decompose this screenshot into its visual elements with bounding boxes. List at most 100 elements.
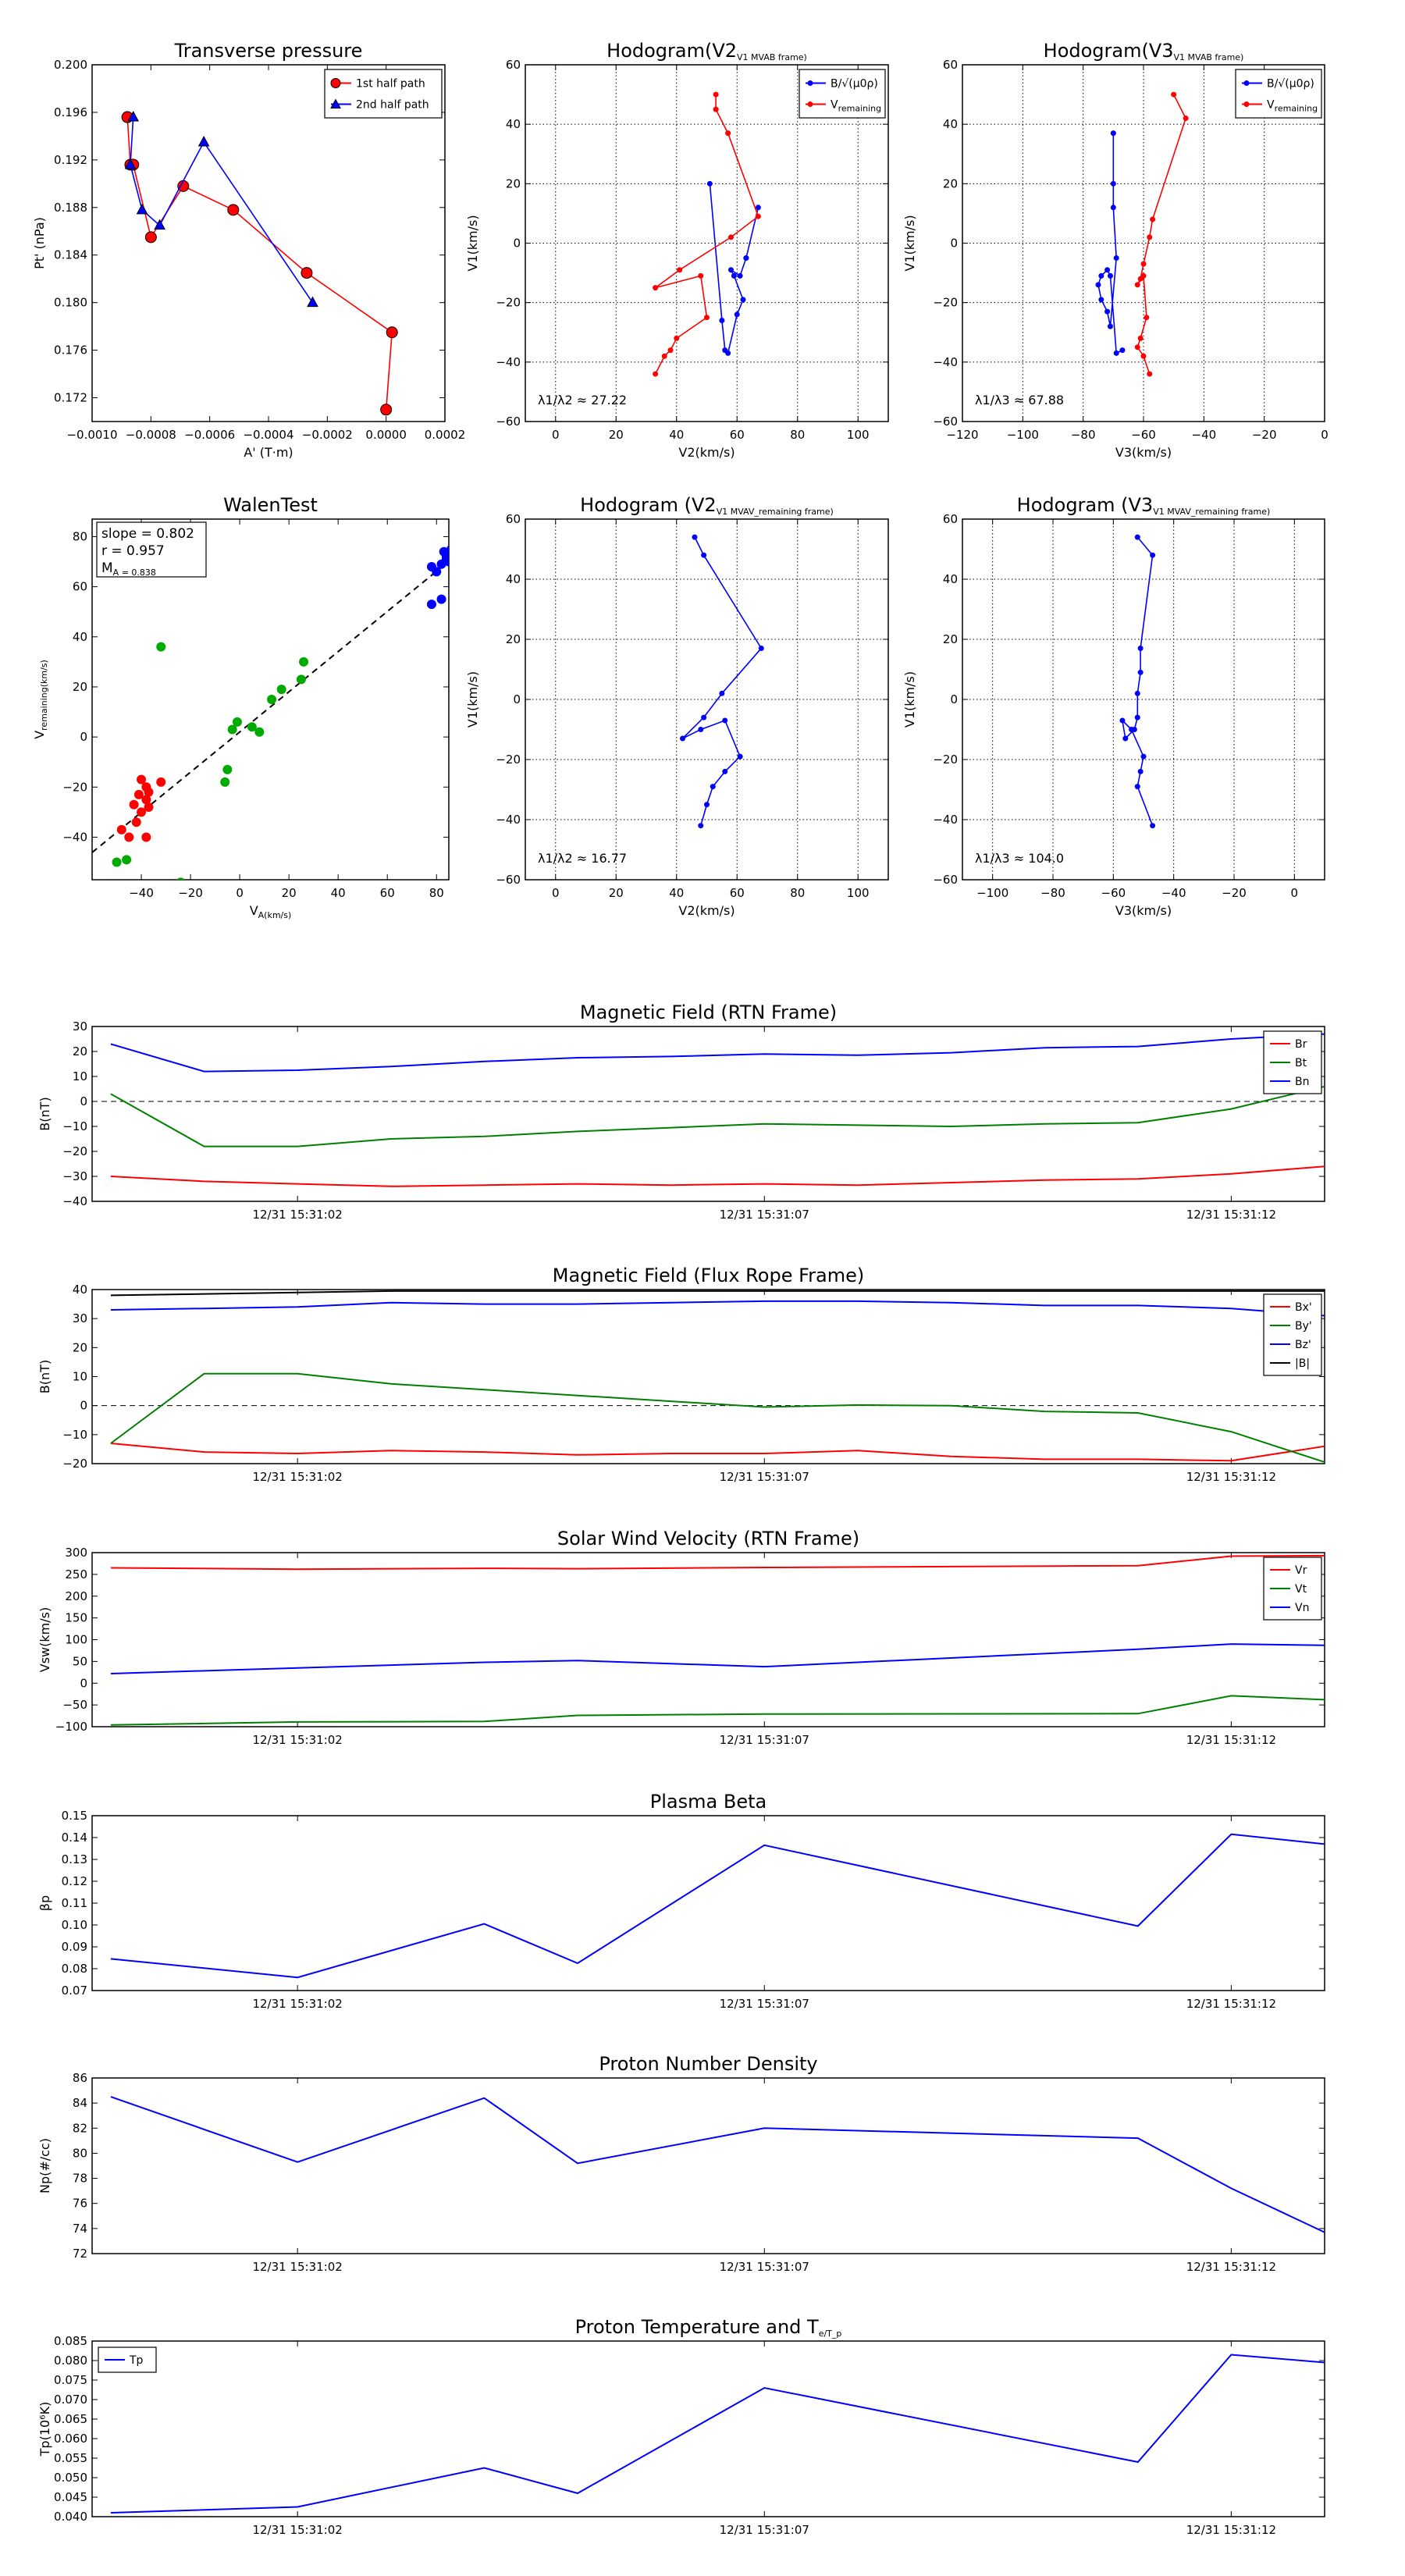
y-axis-label: Np(#/cc)	[37, 2138, 52, 2194]
y-tick-label: 0.060	[54, 2432, 87, 2446]
x-tick-label: 12/31 15:31:07	[720, 1208, 809, 1222]
scatter-point	[112, 857, 122, 867]
data-point	[743, 255, 749, 262]
x-tick-label: −100	[1007, 428, 1039, 442]
data-point	[1144, 315, 1150, 321]
legend: 1st half path 2nd half path	[324, 69, 443, 119]
legend: Tp	[98, 2347, 157, 2373]
y-tick-label: 80	[73, 2146, 87, 2160]
x-tick-label: 12/31 15:31:07	[720, 2260, 809, 2274]
y-tick-label: 40	[73, 630, 87, 644]
plot-frame	[91, 518, 450, 881]
plot-frame	[91, 1026, 1325, 1202]
y-tick-label: −40	[496, 355, 521, 369]
series-line-B/√(μ0ρ)	[709, 183, 759, 354]
scatter-point	[446, 545, 449, 553]
data-point	[177, 180, 190, 192]
y-tick-label: 60	[506, 512, 521, 526]
data-point	[1140, 353, 1147, 359]
series-line-V	[681, 536, 763, 826]
legend-label: Vt	[1295, 1583, 1307, 1596]
data-point	[737, 753, 743, 760]
scatter-point	[227, 724, 237, 735]
y-tick-label: 0.09	[62, 1940, 87, 1954]
y-tick-label: 50	[73, 1654, 87, 1668]
stats-line: slope = 0.802	[101, 526, 194, 542]
scatter-point	[220, 777, 230, 787]
data-point	[1134, 784, 1140, 790]
data-area	[110, 2096, 1325, 2233]
y-tick-label: 40	[73, 1283, 87, 1297]
legend-marker	[807, 80, 813, 86]
data-point	[1095, 282, 1101, 288]
x-tick-label: 80	[790, 886, 805, 900]
series-line-Bx'	[110, 1443, 1325, 1462]
data-point	[144, 231, 157, 244]
scatter-point	[441, 552, 449, 562]
x-axis-label: V3(km/s)	[1115, 903, 1172, 918]
y-tick-label: 0.10	[62, 1918, 87, 1932]
x-tick-label: 0	[1291, 886, 1299, 900]
x-tick-label: 12/31 15:31:02	[252, 2260, 342, 2274]
chart-h4: Hodogram (V3V1 MVAV_remaining frame) −60 −…	[902, 494, 1325, 918]
x-tick-label: −20	[1222, 886, 1247, 900]
data-point	[1171, 91, 1177, 98]
legend-label: Tp	[129, 2354, 144, 2367]
x-tick-label: 60	[730, 886, 745, 900]
series-line-Br	[110, 1165, 1325, 1187]
scatter-point	[122, 855, 132, 865]
x-tick-label: 60	[380, 886, 395, 900]
legend-marker	[330, 78, 341, 88]
data-point	[719, 690, 725, 696]
y-tick-label: −20	[62, 1144, 87, 1158]
data-point	[667, 347, 674, 354]
series-line-By'	[110, 1372, 1325, 1464]
scatter-point	[436, 594, 446, 604]
y-tick-label: 0.200	[54, 58, 87, 72]
y-tick-label: −60	[933, 415, 958, 429]
scatter-point	[116, 824, 126, 834]
y-tick-label: 0.180	[54, 296, 87, 310]
data-point	[1140, 753, 1147, 760]
data-point	[704, 802, 710, 808]
x-tick-label: −80	[1040, 886, 1065, 900]
y-tick-label: −30	[62, 1169, 87, 1183]
y-tick-label: 100	[65, 1633, 87, 1647]
legend-box	[324, 69, 443, 119]
data-point	[1119, 347, 1126, 354]
legend-label: 1st half path	[356, 78, 425, 91]
y-tick-label: 0.11	[62, 1896, 87, 1910]
y-tick-label: −20	[933, 753, 958, 767]
data-point	[725, 350, 731, 356]
x-tick-label: 12/31 15:31:02	[252, 1997, 342, 2011]
y-tick-label: 0.080	[54, 2354, 87, 2368]
chart-np: Proton Number Density 72 74 76 78 80 82 84 86 12/…	[37, 2053, 1325, 2274]
y-tick-label: 60	[943, 512, 958, 526]
x-tick-label: −120	[946, 428, 978, 442]
x-tick-label: 0	[1321, 428, 1329, 442]
y-axis-label: V1(km/s)	[902, 671, 917, 728]
y-tick-label: 20	[73, 1044, 87, 1059]
scatter-point	[133, 789, 144, 799]
legend-label: Bx'	[1295, 1301, 1312, 1314]
x-tick-label: 0	[552, 886, 560, 900]
chart-title: Transverse pressure	[174, 40, 363, 62]
x-tick-label: 0	[552, 428, 560, 442]
stats-box	[96, 521, 207, 578]
series-line-V	[1121, 536, 1154, 826]
y-tick-label: 30	[73, 1019, 87, 1034]
x-tick-label: −40	[129, 886, 154, 900]
chart-title: Magnetic Field (Flux Rope Frame)	[553, 1265, 864, 1286]
chart-title: Magnetic Field (RTN Frame)	[580, 1002, 837, 1023]
data-point	[1134, 344, 1140, 350]
ratio-annotation: λ1/λ3 ≈ 104.0	[975, 851, 1064, 866]
y-tick-label: 20	[943, 176, 958, 190]
x-tick-label: 20	[609, 886, 624, 900]
legend-box	[1235, 69, 1322, 119]
series-line-|B|	[110, 1290, 1325, 1297]
y-tick-label: −60	[933, 873, 958, 887]
scatter-point	[156, 777, 166, 787]
series-line-V_remaining	[1136, 94, 1186, 375]
y-tick-label: 80	[73, 529, 87, 543]
plot-frame	[525, 518, 889, 881]
